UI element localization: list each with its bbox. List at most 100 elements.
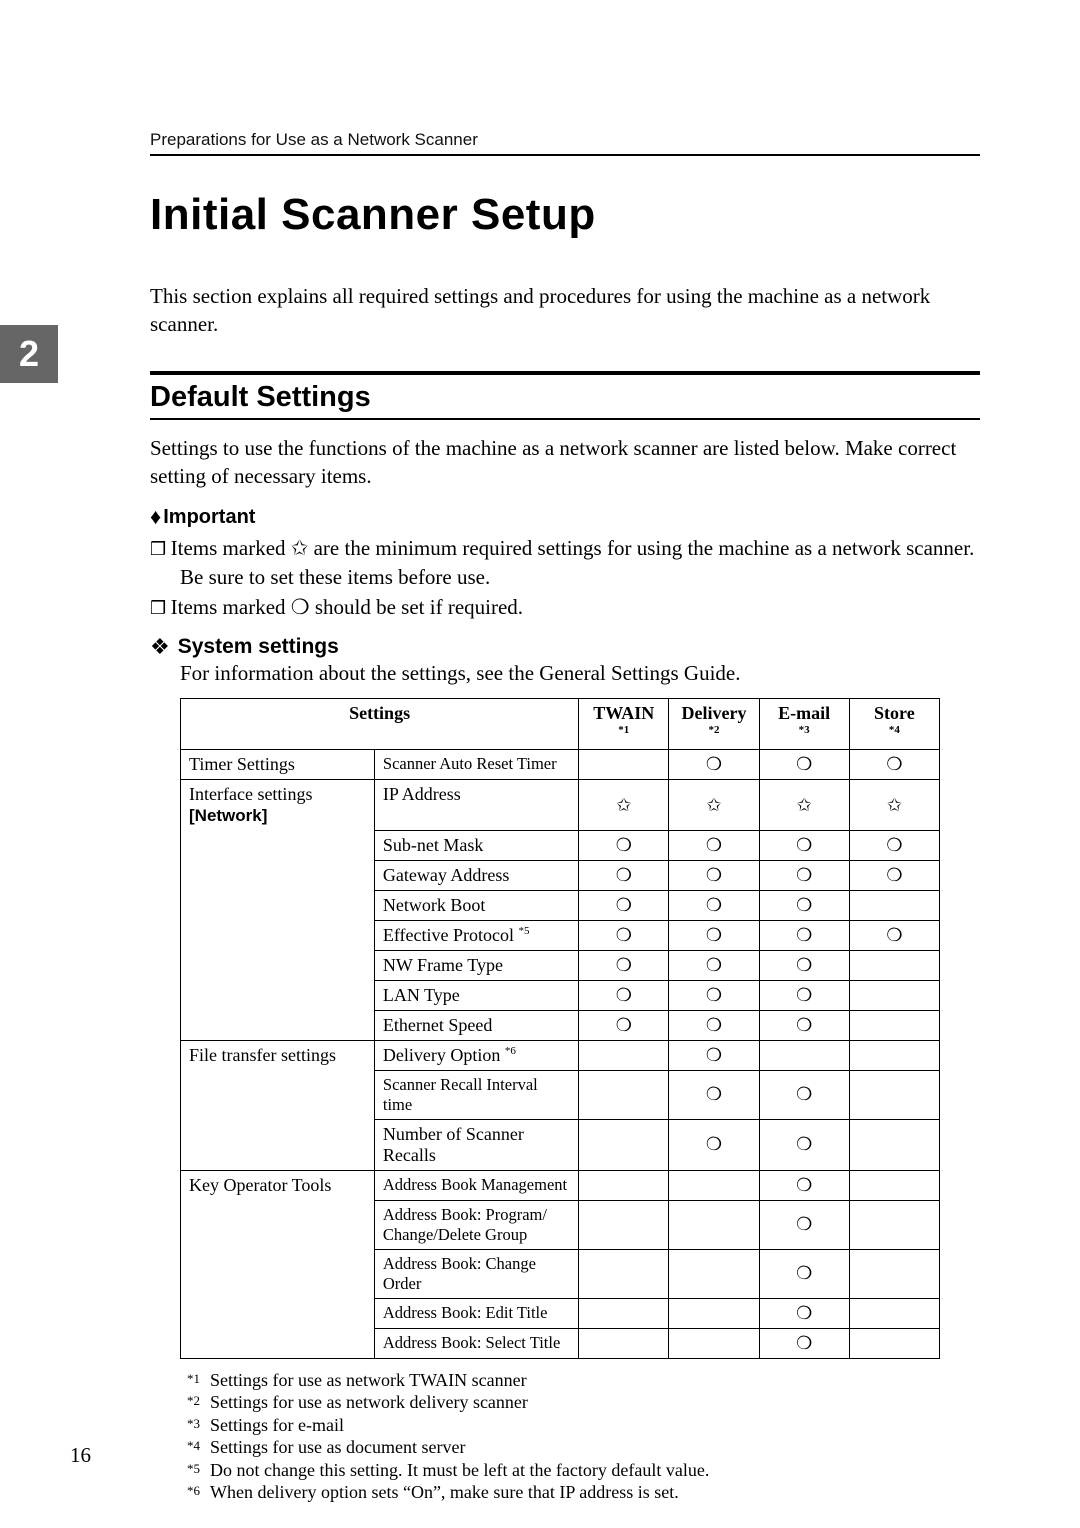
page-number: 16 [70, 1443, 91, 1468]
table-mark [849, 1040, 939, 1070]
table-mark [849, 890, 939, 920]
table-header-col: Store*4 [849, 699, 939, 750]
table-category-cont [181, 920, 375, 950]
table-category-cont [181, 1070, 375, 1119]
system-settings-heading: ❖ System settings [150, 635, 980, 659]
table-mark [849, 980, 939, 1010]
table-mark: ❍ [759, 1170, 849, 1200]
table-mark [579, 1328, 669, 1358]
table-category: File transfer settings [181, 1040, 375, 1070]
table-mark [849, 1010, 939, 1040]
system-settings-subtext: For information about the settings, see … [180, 661, 980, 686]
table-mark: ✩ [759, 780, 849, 831]
table-mark: ❍ [669, 830, 759, 860]
table-header-settings: Settings [181, 699, 579, 750]
table-category-cont [181, 950, 375, 980]
table-mark: ❍ [759, 1010, 849, 1040]
table-mark [759, 1040, 849, 1070]
page: 2 Preparations for Use as a Network Scan… [0, 0, 1080, 1528]
footnote-text: Settings for use as network delivery sca… [210, 1391, 528, 1414]
table-mark: ❍ [759, 950, 849, 980]
table-mark: ❍ [759, 1200, 849, 1249]
footnote-num: *3 [180, 1414, 200, 1437]
footnote-text: Do not change this setting. It must be l… [210, 1459, 709, 1482]
table-mark: ❍ [849, 920, 939, 950]
important-icon: ♦ [150, 504, 159, 530]
table-category: Timer Settings [181, 750, 375, 780]
footnote-text: Settings for use as network TWAIN scanne… [210, 1369, 527, 1392]
footnote: *1Settings for use as network TWAIN scan… [180, 1369, 980, 1392]
table-setting: Address Book: Program/ Change/Delete Gro… [374, 1200, 578, 1249]
table-mark: ❍ [579, 860, 669, 890]
table-mark [579, 1119, 669, 1170]
footnote: *5 Do not change this setting. It must be… [180, 1459, 980, 1482]
table-header-col: Delivery*2 [669, 699, 759, 750]
table-mark: ✩ [579, 780, 669, 831]
table-mark [849, 1298, 939, 1328]
table-mark: ❍ [759, 1328, 849, 1358]
footnote: *2Settings for use as network delivery s… [180, 1391, 980, 1414]
table-category-cont [181, 1200, 375, 1249]
table-mark [669, 1298, 759, 1328]
table-category-cont [181, 1010, 375, 1040]
footnote-num: *5 [180, 1459, 200, 1482]
table-mark: ❍ [849, 830, 939, 860]
important-item: Items marked ❍ should be set if required… [150, 593, 980, 621]
table-mark: ❍ [579, 920, 669, 950]
footnote: *4Settings for use as document server [180, 1436, 980, 1459]
table-mark: ❍ [849, 750, 939, 780]
table-setting: Address Book Management [374, 1170, 578, 1200]
chapter-tab: 2 [0, 325, 58, 383]
table-category: Interface settings[Network] [181, 780, 375, 831]
footnote-num: *4 [180, 1436, 200, 1459]
table-header-col: TWAIN*1 [579, 699, 669, 750]
important-text: Important [163, 506, 255, 529]
table-setting: Address Book: Edit Title [374, 1298, 578, 1328]
table-setting: Address Book: Change Order [374, 1249, 578, 1298]
table-mark: ❍ [579, 980, 669, 1010]
table-mark: ❍ [759, 1070, 849, 1119]
footnotes: *1Settings for use as network TWAIN scan… [180, 1369, 980, 1504]
table-mark: ❍ [669, 750, 759, 780]
footnote-text: When delivery option sets “On”, make sur… [210, 1481, 679, 1504]
table-setting: Scanner Recall Interval time [374, 1070, 578, 1119]
footnote-num: *6 [180, 1481, 200, 1504]
table-mark: ❍ [759, 1249, 849, 1298]
table-mark: ❍ [669, 1070, 759, 1119]
table-mark [849, 1328, 939, 1358]
table-mark [849, 1170, 939, 1200]
footnote: *3Settings for e-mail [180, 1414, 980, 1437]
table-mark: ❍ [759, 1298, 849, 1328]
table-category-cont [181, 830, 375, 860]
table-mark: ❍ [759, 830, 849, 860]
table-mark: ❍ [669, 980, 759, 1010]
table-category-cont [181, 1249, 375, 1298]
table-mark: ❍ [579, 950, 669, 980]
table-mark [849, 1119, 939, 1170]
table-mark [579, 750, 669, 780]
table-mark: ❍ [669, 1040, 759, 1070]
rule [150, 418, 980, 420]
table-mark: ❍ [669, 1119, 759, 1170]
table-mark [669, 1200, 759, 1249]
table-mark [579, 1040, 669, 1070]
table-mark [849, 1070, 939, 1119]
table-mark: ❍ [579, 1010, 669, 1040]
table-category-cont [181, 1298, 375, 1328]
intro-text: This section explains all required setti… [150, 282, 980, 339]
table-setting: Effective Protocol *5 [374, 920, 578, 950]
table-mark: ❍ [579, 830, 669, 860]
table-mark: ❍ [579, 890, 669, 920]
table-mark [849, 950, 939, 980]
table-mark [669, 1249, 759, 1298]
section-body: Settings to use the functions of the mac… [150, 434, 980, 491]
chapter-tab-number: 2 [19, 333, 39, 375]
table-mark [579, 1170, 669, 1200]
table-category-cont [181, 1328, 375, 1358]
important-item: Items marked ✩ are the minimum required … [150, 534, 980, 591]
table-mark: ❍ [759, 980, 849, 1010]
table-category: Key Operator Tools [181, 1170, 375, 1200]
table-mark: ❍ [669, 950, 759, 980]
table-setting: Address Book: Select Title [374, 1328, 578, 1358]
table-category-cont [181, 1119, 375, 1170]
